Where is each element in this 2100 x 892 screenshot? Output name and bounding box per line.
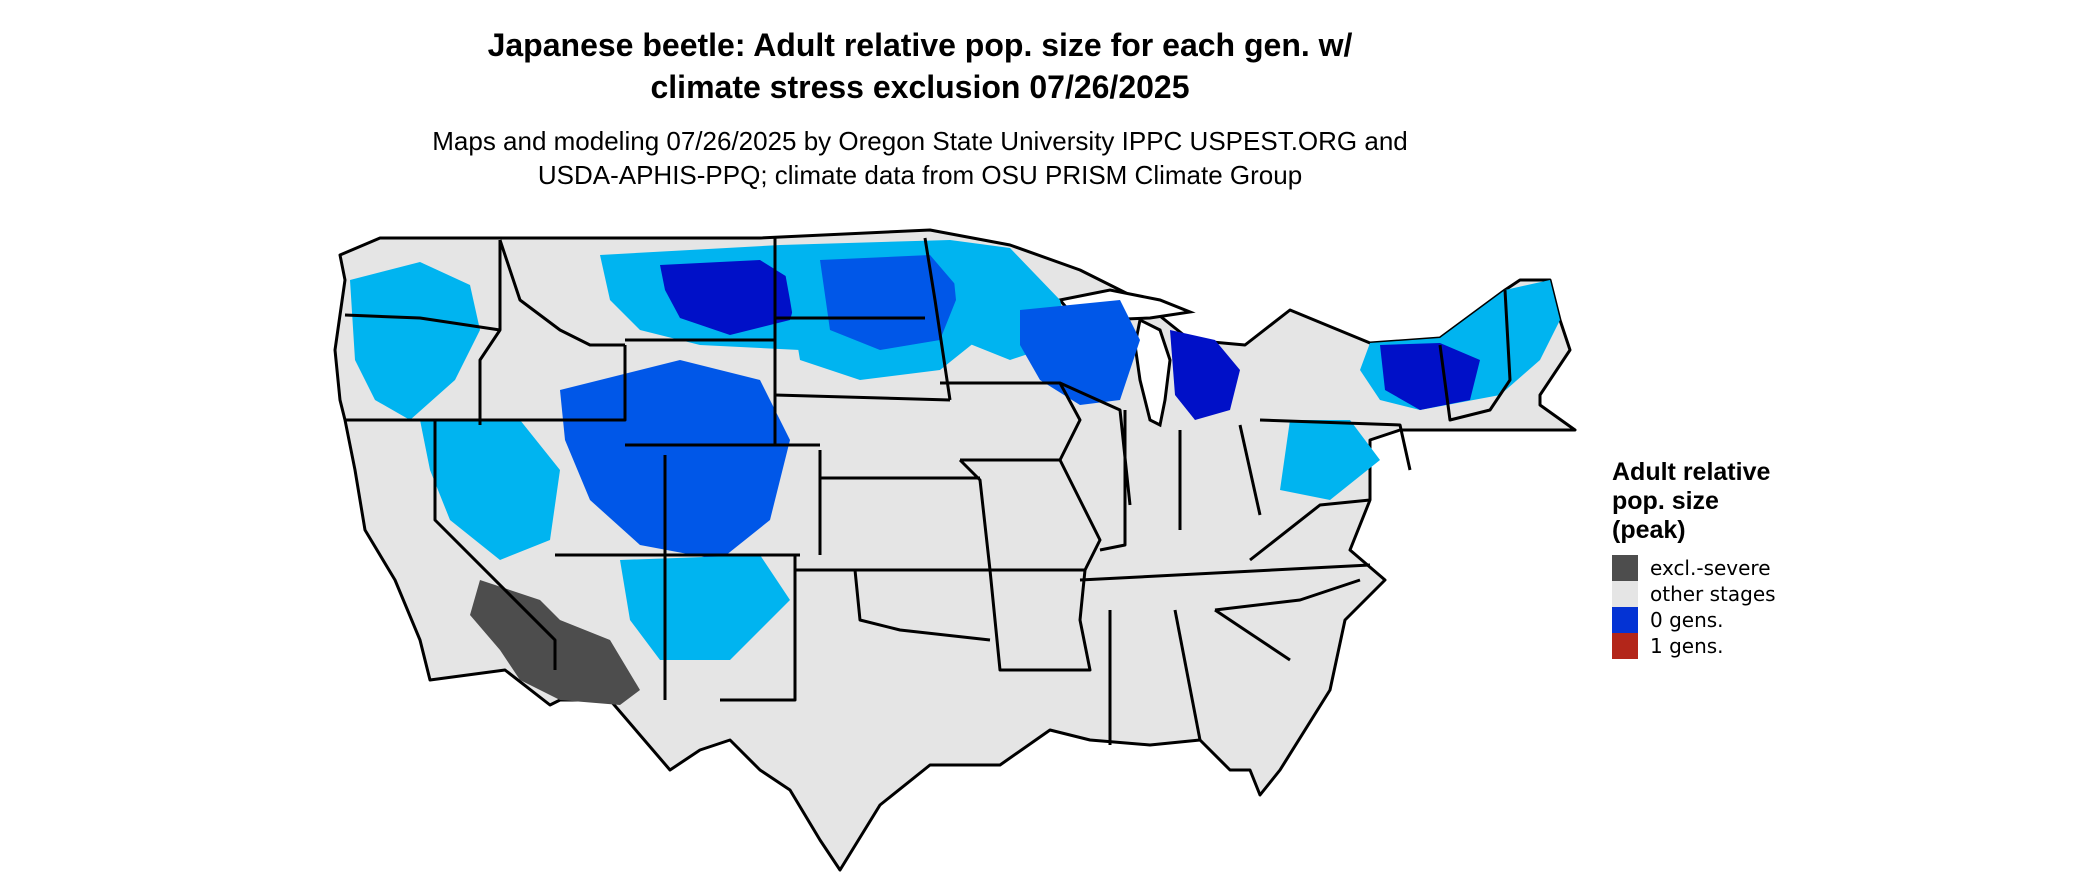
legend: Adult relative pop. size (peak) excl.-se… — [1612, 458, 1872, 659]
border-ar-la — [988, 569, 1092, 672]
legend-swatch — [1612, 581, 1638, 607]
area-north-rockies-core — [660, 260, 800, 335]
border-ky-tn — [1079, 563, 1371, 582]
legend-label: 0 gens. — [1650, 608, 1724, 632]
map-subtitle: Maps and modeling 07/26/2025 by Oregon S… — [0, 124, 1840, 192]
border-nm-tx — [720, 555, 797, 702]
legend-label: excl.-severe — [1650, 556, 1771, 580]
border-ok-tx — [853, 569, 991, 642]
border-ia — [940, 381, 1082, 462]
border-il-in — [1099, 410, 1127, 552]
legend-swatch — [1612, 555, 1638, 581]
legend-item-other-stages: other stages — [1612, 581, 1872, 607]
map-subtitle-line-1: Maps and modeling 07/26/2025 by Oregon S… — [432, 126, 1408, 156]
border-ga-sc — [1214, 608, 1291, 662]
area-great-basin — [420, 420, 560, 560]
area-appalachians — [1280, 420, 1380, 500]
legend-title-line-2: pop. size — [1612, 487, 1719, 515]
border-oh-pa — [1238, 424, 1262, 516]
legend-swatch — [1612, 607, 1638, 633]
area-pacific-nw — [350, 262, 480, 420]
map-title-line-2: climate stress exclusion 07/26/2025 — [650, 69, 1190, 105]
border-id-ut — [555, 345, 627, 422]
map-subtitle-line-2: USDA-APHIS-PPQ; climate data from OSU PR… — [537, 160, 1303, 190]
legend-swatch — [1612, 633, 1638, 659]
map-title-line-1: Japanese beetle: Adult relative pop. siz… — [487, 27, 1353, 63]
state-borders — [344, 237, 1512, 745]
border-sd-ne — [774, 393, 951, 402]
area-southern-rockies — [620, 555, 790, 660]
area-lower-michigan — [1170, 330, 1240, 420]
area-utah-colorado — [560, 360, 790, 560]
legend-title: Adult relative pop. size (peak) — [1612, 458, 1872, 545]
population-areas — [350, 240, 1560, 660]
area-new-york — [1380, 343, 1480, 410]
border-wa-or — [344, 313, 501, 332]
legend-label: 1 gens. — [1650, 634, 1724, 658]
map-title: Japanese beetle: Adult relative pop. siz… — [0, 24, 1840, 108]
border-nc-sc — [1214, 578, 1361, 612]
border-mn-west — [923, 237, 952, 401]
border-ca-nv — [433, 420, 557, 670]
legend-item-0-gens: 0 gens. — [1612, 607, 1872, 633]
area-wisconsin-michigan — [1020, 300, 1140, 405]
border-mt-id — [498, 239, 625, 347]
lake-michigan — [1133, 317, 1172, 428]
legend-title-line-3: (peak) — [1612, 516, 1686, 544]
border-wi-il — [1059, 381, 1132, 506]
legend-item-1-gens: 1 gens. — [1612, 633, 1872, 659]
legend-title-line-1: Adult relative — [1612, 458, 1771, 486]
border-pa-ny — [1259, 418, 1412, 471]
border-va — [1249, 498, 1371, 562]
border-new-england — [1438, 289, 1512, 422]
legend-label: other stages — [1650, 582, 1776, 606]
border-al-ga — [1173, 609, 1202, 741]
legend-item-excl-severe: excl.-severe — [1612, 555, 1872, 581]
area-dakotas-core — [820, 255, 960, 350]
border-id-west — [478, 240, 502, 425]
